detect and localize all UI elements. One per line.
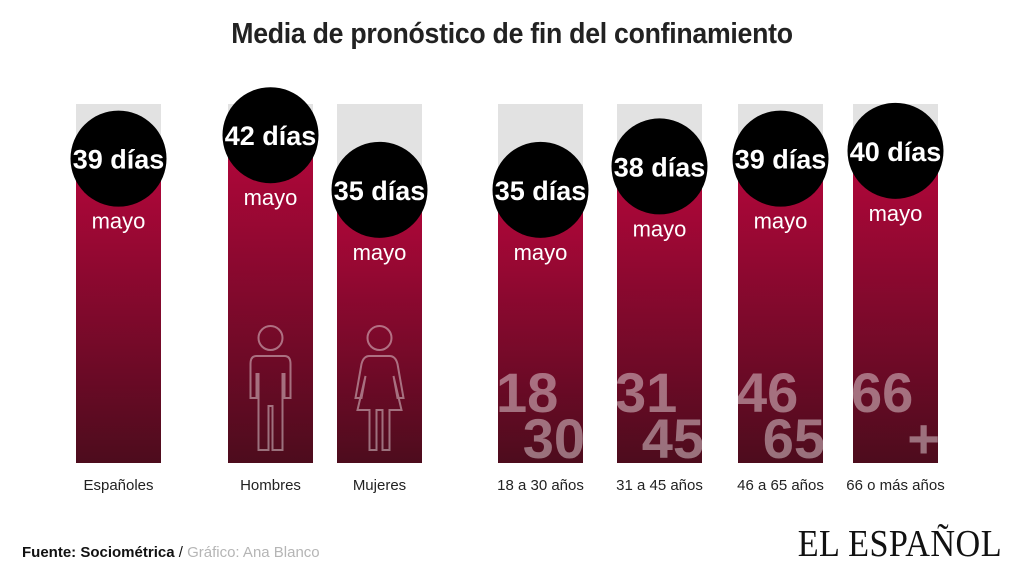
category-label-mujeres: Mujeres bbox=[353, 477, 406, 494]
value-bubble bbox=[331, 141, 428, 238]
source-label: Fuente: bbox=[22, 544, 77, 561]
date-month: mayo bbox=[633, 216, 687, 241]
chart-title: Media de pronóstico de fin del confinami… bbox=[231, 18, 793, 50]
watermark-top: 66 bbox=[851, 361, 913, 424]
category-label-18-a-30-anos: 18 a 30 años bbox=[497, 477, 584, 494]
category-label-31-a-45-anos: 31 a 45 años bbox=[616, 477, 703, 494]
date-month: mayo bbox=[754, 209, 808, 234]
date-month: mayo bbox=[514, 240, 568, 265]
value-bubble bbox=[847, 102, 944, 199]
value-bubble bbox=[732, 110, 829, 207]
bar-31-a-45-anos bbox=[617, 166, 702, 463]
value-label: 38 días bbox=[614, 152, 706, 182]
date-month: mayo bbox=[92, 209, 146, 234]
watermark-top: 31 bbox=[615, 361, 677, 424]
value-label: 40 días bbox=[850, 137, 942, 167]
category-label-hombres: Hombres bbox=[240, 477, 301, 494]
brand-logo: EL ESPAÑOL bbox=[797, 523, 1002, 565]
value-bubble bbox=[492, 141, 589, 238]
watermark-top: 46 bbox=[736, 361, 798, 424]
value-bubble bbox=[70, 110, 167, 207]
source-separator: / bbox=[178, 544, 183, 561]
value-label: 39 días bbox=[73, 145, 165, 175]
watermark-bottom: + bbox=[907, 407, 940, 470]
watermark-bottom: 30 bbox=[523, 407, 585, 470]
value-bubble bbox=[611, 118, 708, 215]
date-month: mayo bbox=[244, 185, 298, 210]
bar-espanoles bbox=[76, 158, 161, 463]
category-label-66-o-mas-anos: 66 o más años bbox=[846, 477, 944, 494]
bars-layer: 20mayo39 díasEspañoles23mayo42 díasHombr… bbox=[70, 87, 945, 494]
value-label: 35 días bbox=[334, 176, 426, 206]
value-label: 39 días bbox=[735, 145, 827, 175]
bar-66-o-mas-anos bbox=[853, 150, 938, 463]
category-label-46-a-65-anos: 46 a 65 años bbox=[737, 477, 824, 494]
value-label: 35 días bbox=[495, 176, 587, 206]
watermark-bottom: 65 bbox=[763, 407, 825, 470]
source-name: Sociométrica bbox=[80, 544, 175, 561]
date-month: mayo bbox=[353, 240, 407, 265]
bar-46-a-65-anos bbox=[738, 158, 823, 463]
bar-hombres bbox=[228, 135, 313, 463]
source-note: Fuente: Sociométrica / Gráfico: Ana Blan… bbox=[22, 544, 320, 561]
category-label-espanoles: Españoles bbox=[83, 477, 153, 494]
graphic-credit: Gráfico: Ana Blanco bbox=[187, 544, 320, 561]
watermark-bottom: 45 bbox=[642, 407, 704, 470]
watermark-top: 18 bbox=[496, 361, 558, 424]
value-label: 42 días bbox=[225, 121, 317, 151]
value-bubble bbox=[222, 87, 319, 184]
date-month: mayo bbox=[869, 201, 923, 226]
